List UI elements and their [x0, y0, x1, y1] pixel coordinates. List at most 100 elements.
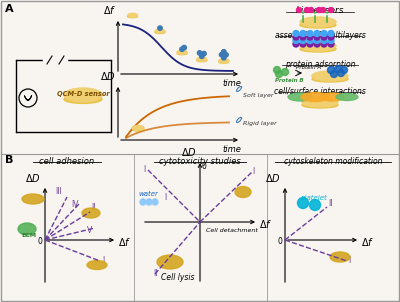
Text: Protein B: Protein B [275, 78, 304, 83]
Text: Cell detachment: Cell detachment [206, 228, 258, 233]
Circle shape [296, 8, 302, 12]
Bar [16, 60, 111, 132]
Text: $\Delta D$: $\Delta D$ [181, 146, 197, 158]
Circle shape [293, 34, 299, 40]
Circle shape [321, 34, 327, 40]
Text: $\Delta D$: $\Delta D$ [100, 70, 116, 82]
Text: biosensors: biosensors [296, 6, 344, 15]
Ellipse shape [197, 57, 207, 61]
Text: $\Delta D$: $\Delta D$ [265, 172, 281, 184]
Text: $\Delta D$: $\Delta D$ [25, 172, 41, 184]
Circle shape [293, 37, 299, 43]
Circle shape [293, 41, 299, 47]
Text: $\Delta f$: $\Delta f$ [259, 218, 272, 230]
Circle shape [146, 199, 152, 205]
Circle shape [308, 8, 314, 12]
Text: I: I [143, 165, 145, 174]
Text: II: II [153, 269, 158, 278]
Circle shape [321, 31, 327, 37]
Circle shape [330, 70, 338, 78]
Circle shape [307, 41, 313, 47]
Text: cell adhesion: cell adhesion [40, 157, 94, 166]
Circle shape [276, 70, 282, 78]
Ellipse shape [330, 252, 350, 262]
Text: protein adsorption: protein adsorption [285, 60, 355, 69]
Text: assembly of multilayers: assembly of multilayers [274, 31, 366, 40]
Circle shape [320, 8, 326, 12]
Ellipse shape [177, 50, 187, 54]
Circle shape [338, 69, 344, 76]
Circle shape [314, 37, 320, 43]
Text: platelet: platelet [300, 195, 326, 201]
Circle shape [222, 50, 226, 54]
Circle shape [316, 8, 322, 12]
Text: V: V [87, 226, 92, 235]
Circle shape [328, 41, 334, 47]
Ellipse shape [301, 92, 329, 101]
Text: time: time [222, 79, 241, 88]
Ellipse shape [302, 97, 338, 107]
Text: ECM: ECM [22, 233, 36, 238]
Text: .: . [154, 197, 156, 201]
Text: IV: IV [71, 200, 78, 209]
Circle shape [158, 26, 162, 30]
Ellipse shape [132, 126, 144, 130]
Text: QCM-D sensor: QCM-D sensor [57, 91, 109, 97]
Text: I: I [348, 256, 350, 265]
Ellipse shape [82, 208, 100, 218]
Circle shape [274, 66, 280, 73]
Ellipse shape [64, 88, 102, 102]
Circle shape [314, 31, 320, 37]
Ellipse shape [155, 29, 165, 33]
Ellipse shape [22, 194, 44, 204]
Circle shape [180, 47, 184, 51]
Circle shape [282, 69, 288, 76]
Text: $\Delta f$: $\Delta f$ [103, 4, 116, 16]
Ellipse shape [157, 255, 183, 269]
Ellipse shape [336, 94, 358, 101]
Ellipse shape [132, 128, 144, 131]
Text: Cell lysis: Cell lysis [161, 273, 195, 282]
Text: I: I [164, 193, 166, 202]
Ellipse shape [300, 46, 336, 52]
Circle shape [307, 37, 313, 43]
Circle shape [140, 199, 146, 205]
Text: II: II [328, 199, 332, 208]
Text: III: III [55, 187, 62, 196]
Ellipse shape [128, 13, 138, 17]
Text: .: . [148, 197, 150, 201]
Text: water: water [138, 191, 158, 197]
Circle shape [321, 41, 327, 47]
Text: Soft layer: Soft layer [243, 94, 274, 98]
Text: $\Delta f$: $\Delta f$ [361, 236, 374, 248]
Circle shape [310, 200, 320, 210]
Circle shape [293, 31, 299, 37]
Circle shape [224, 53, 228, 57]
Ellipse shape [177, 52, 187, 55]
Ellipse shape [235, 187, 251, 198]
Text: II: II [91, 203, 96, 212]
Ellipse shape [197, 59, 207, 62]
Circle shape [200, 54, 204, 59]
Circle shape [314, 41, 320, 47]
Circle shape [300, 37, 306, 43]
Text: 0: 0 [277, 237, 282, 246]
Circle shape [298, 198, 308, 208]
Ellipse shape [64, 95, 102, 103]
Ellipse shape [312, 71, 348, 81]
Text: time: time [222, 145, 241, 154]
Circle shape [334, 66, 342, 72]
Ellipse shape [219, 59, 229, 63]
Ellipse shape [300, 22, 336, 28]
Ellipse shape [302, 102, 338, 108]
Ellipse shape [219, 61, 229, 63]
Circle shape [152, 199, 158, 205]
Text: B: B [5, 155, 13, 165]
Circle shape [202, 51, 206, 56]
Circle shape [182, 45, 186, 50]
Circle shape [300, 34, 306, 40]
Circle shape [222, 56, 226, 60]
Text: cytoskeleton modification: cytoskeleton modification [284, 157, 382, 166]
Circle shape [328, 66, 334, 73]
Ellipse shape [288, 93, 312, 101]
